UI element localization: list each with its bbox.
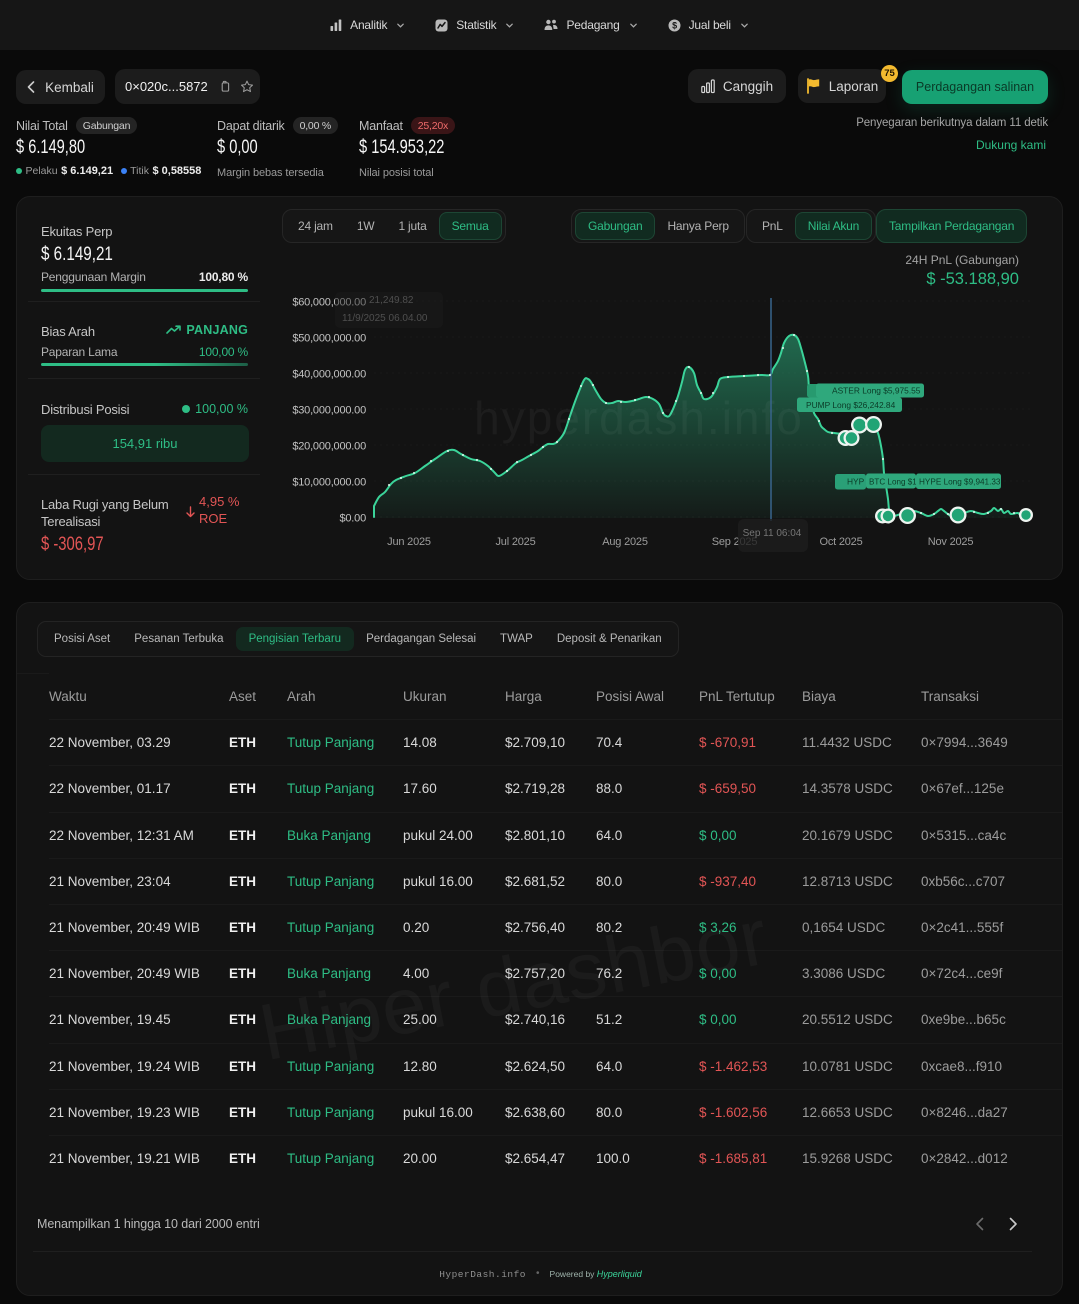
svg-text:PUMP Long $26,242.84: PUMP Long $26,242.84 bbox=[806, 400, 896, 410]
svg-text:BTC Long $1: BTC Long $1 bbox=[869, 477, 917, 486]
svg-text:$60,000,000.00: $60,000,000.00 bbox=[292, 297, 366, 309]
svg-text:hyperdash.info: hyperdash.info bbox=[474, 392, 804, 444]
svg-text:$40,000,000.00: $40,000,000.00 bbox=[292, 369, 366, 381]
svg-text:$: $ bbox=[672, 20, 677, 30]
svg-text:ASTER Long $5,975.55: ASTER Long $5,975.55 bbox=[832, 386, 921, 396]
svg-text:$30,000,000.00: $30,000,000.00 bbox=[292, 405, 366, 417]
svg-text:Jun 2025: Jun 2025 bbox=[387, 536, 431, 548]
svg-text:Aug 2025: Aug 2025 bbox=[602, 536, 648, 548]
svg-text:HYPE Long $9,941.33: HYPE Long $9,941.33 bbox=[919, 477, 1001, 486]
svg-text:21,249.82: 21,249.82 bbox=[369, 295, 414, 306]
svg-text:$0.00: $0.00 bbox=[339, 513, 366, 525]
svg-text:Nov 2025: Nov 2025 bbox=[928, 536, 974, 548]
svg-text:Sep 11 06:04: Sep 11 06:04 bbox=[743, 528, 802, 539]
svg-text:$10,000,000.00: $10,000,000.00 bbox=[292, 477, 366, 489]
svg-text:HYP: HYP bbox=[847, 477, 865, 487]
svg-text:$50,000,000.00: $50,000,000.00 bbox=[292, 333, 366, 345]
svg-text:11/9/2025 06.04.00: 11/9/2025 06.04.00 bbox=[342, 313, 428, 324]
svg-text:Jul 2025: Jul 2025 bbox=[496, 536, 536, 548]
svg-text:$20,000,000.00: $20,000,000.00 bbox=[292, 441, 366, 453]
svg-text:Oct 2025: Oct 2025 bbox=[819, 536, 862, 548]
